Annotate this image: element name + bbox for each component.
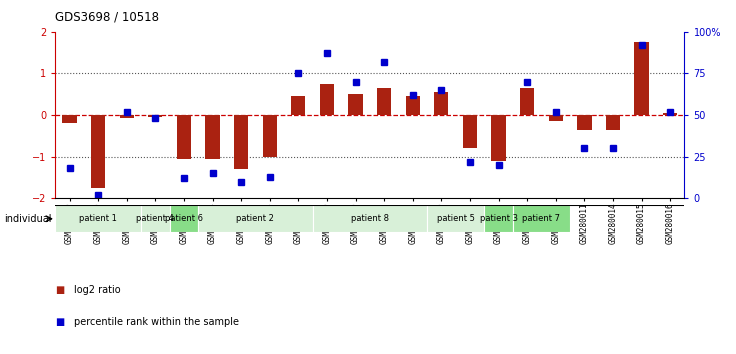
Bar [198,205,313,232]
Text: percentile rank within the sample: percentile rank within the sample [74,317,238,327]
Bar [520,88,534,115]
Bar [177,115,191,159]
Bar [348,94,363,115]
Text: individual: individual [4,214,52,224]
Bar [91,115,105,188]
Bar [55,205,141,232]
Text: patient 4: patient 4 [136,214,174,223]
Text: patient 2: patient 2 [236,214,275,223]
Bar [234,115,248,169]
Bar [313,205,427,232]
Text: patient 3: patient 3 [480,214,517,223]
Bar [427,205,484,232]
Text: patient 8: patient 8 [351,214,389,223]
Bar [319,84,334,115]
Text: patient 5: patient 5 [436,214,475,223]
Bar [169,205,198,232]
Bar [141,205,169,232]
Text: patient 1: patient 1 [79,214,117,223]
Bar [434,92,448,115]
Bar [548,115,563,121]
Bar [63,115,77,122]
Bar [291,96,305,115]
Text: ■: ■ [55,317,65,327]
Text: ■: ■ [55,285,65,295]
Bar [577,115,592,130]
Text: GDS3698 / 10518: GDS3698 / 10518 [55,11,159,24]
Text: log2 ratio: log2 ratio [74,285,120,295]
Bar [492,115,506,161]
Bar [513,205,570,232]
Bar [205,115,219,159]
Bar [119,115,134,118]
Text: patient 7: patient 7 [523,214,560,223]
Bar [663,113,677,115]
Bar [606,115,620,130]
Bar [148,115,163,117]
Bar [406,96,420,115]
Bar [634,42,648,115]
Bar [263,115,277,156]
Bar [484,205,513,232]
Text: patient 6: patient 6 [165,214,203,223]
Bar [463,115,477,148]
Bar [377,88,392,115]
